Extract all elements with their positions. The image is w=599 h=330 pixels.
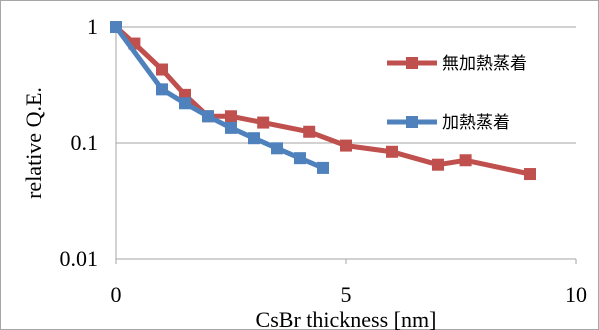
x-tick-label: 0 [111, 282, 122, 307]
data-point [110, 21, 122, 33]
data-point [432, 158, 444, 171]
y-tick-label: 0.01 [60, 246, 99, 271]
data-point [459, 154, 472, 167]
data-point [225, 121, 237, 134]
x-tick-label: 10 [565, 282, 587, 307]
series-2 [110, 21, 329, 174]
legend-marker [406, 116, 418, 128]
data-point [179, 97, 191, 110]
legend-entry-1: 無加熱蒸着 [387, 54, 527, 74]
data-point [294, 152, 306, 165]
axes [115, 27, 577, 264]
tick-labels: 0.010.110 5 10 [60, 14, 588, 307]
series-line [113, 25, 324, 171]
data-point [202, 110, 214, 123]
data-point [257, 116, 270, 129]
data-point [156, 63, 168, 76]
data-point [303, 125, 316, 138]
legend-marker [406, 57, 418, 69]
data-point [317, 161, 329, 174]
data-point [271, 142, 283, 155]
legend-label: 無加熱蒸着 [442, 54, 527, 74]
data-point [524, 168, 536, 181]
y-tick-label: 1 [87, 14, 98, 39]
legend-label: 加熱蒸着 [442, 113, 510, 133]
x-tick-label: 5 [341, 282, 352, 307]
data-point [340, 139, 352, 152]
series-1 [110, 21, 536, 181]
data-point [225, 110, 237, 123]
y-tick-label: 0.1 [71, 130, 99, 155]
y-axis-title: relative Q.E. [21, 87, 46, 199]
series-layer [110, 21, 536, 181]
x-axis-title: CsBr thickness [nm] [256, 307, 437, 330]
data-point [156, 83, 168, 96]
data-point [386, 145, 398, 158]
legend-entry-2: 加熱蒸着 [387, 113, 510, 133]
data-point [248, 132, 260, 145]
